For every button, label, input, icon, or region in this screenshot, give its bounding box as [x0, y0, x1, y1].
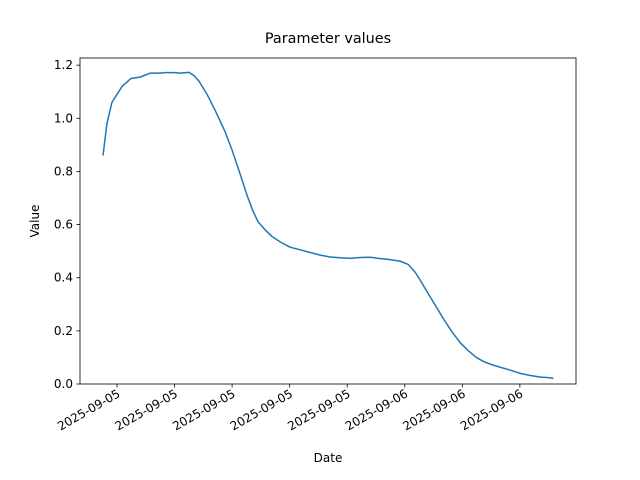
- y-tick-label: 0.4: [54, 271, 73, 285]
- y-axis-label: Value: [28, 205, 42, 238]
- plot-frame: [79, 57, 577, 385]
- y-tick-label: 0.6: [54, 218, 73, 232]
- y-tick-label: 1.0: [54, 111, 73, 125]
- y-tick-label: 0.2: [54, 324, 73, 338]
- line: [102, 71, 554, 380]
- y-tick-label: 0.0: [54, 377, 73, 391]
- y-tick-label: 1.2: [54, 58, 73, 72]
- chart-title: Parameter values: [265, 31, 391, 47]
- x-axis-label: Date: [314, 451, 343, 465]
- y-tick-label: 0.8: [54, 164, 73, 178]
